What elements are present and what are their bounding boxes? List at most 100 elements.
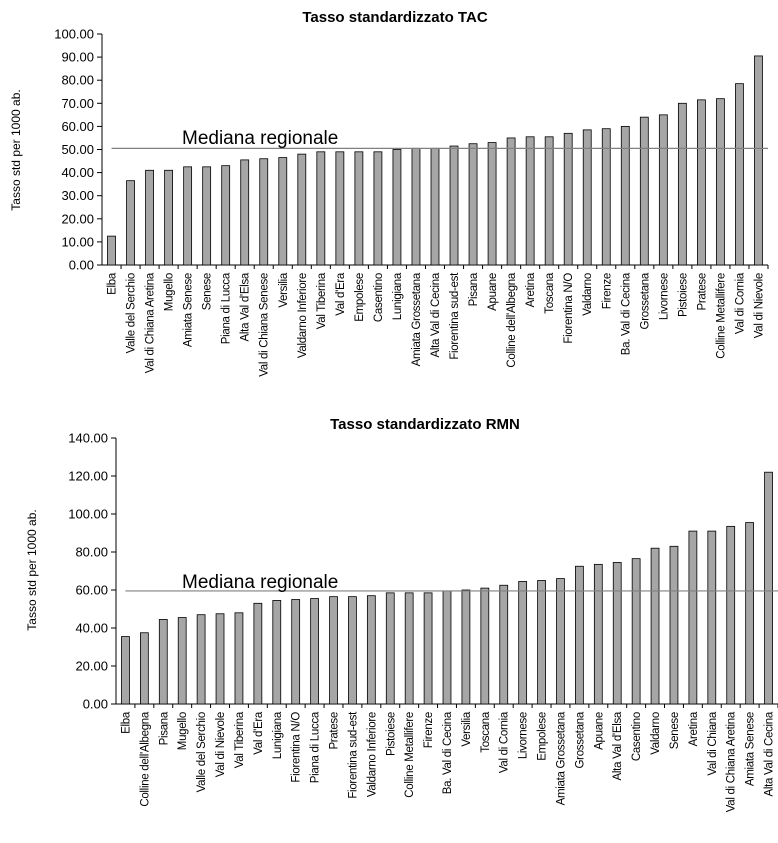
bar [468, 143, 478, 266]
bar [487, 142, 497, 266]
category-label: Piana di Lucca [221, 272, 233, 344]
category-label: Amiata Grossetana [555, 711, 567, 805]
y-tick-label: 60.00 [61, 119, 94, 134]
category-label: Firenze [423, 712, 435, 748]
bar [480, 587, 490, 705]
category-label: Colline dell'Albegna [506, 272, 518, 368]
category-label: Firenze [601, 273, 613, 309]
bar [366, 595, 376, 705]
category-label: Lunigiana [392, 272, 404, 320]
category-label: Fiorentina sud-est [347, 711, 359, 799]
category-label: Pistoiese [677, 273, 689, 317]
bar [404, 592, 414, 705]
bar [735, 83, 744, 266]
bar [745, 522, 755, 705]
category-label: Valdarno [650, 712, 662, 755]
bar [316, 151, 326, 266]
median-label: Mediana regionale [182, 572, 338, 593]
category-label: Lunigiana [272, 711, 284, 759]
category-label: Grossetana [639, 272, 651, 329]
y-axis-label: Tasso std per 1000 ab. [9, 89, 23, 210]
bar [697, 99, 706, 266]
category-label: Val d'Era [335, 272, 347, 316]
category-label: Ba. Val di Cecina [620, 272, 632, 355]
y-tick-label: 40.00 [61, 165, 94, 180]
category-label: Colline Metallifere [404, 712, 416, 798]
bar [639, 116, 649, 266]
bar [158, 619, 168, 705]
bar [575, 565, 584, 705]
category-label: Val Tiberina [234, 711, 246, 768]
bar [537, 580, 546, 705]
category-label: Aretina [688, 711, 700, 746]
bar [499, 584, 509, 705]
bar [145, 169, 154, 266]
bar [754, 55, 763, 266]
category-label: Colline dell'Albegna [139, 711, 151, 807]
category-label: Elba [120, 711, 132, 734]
category-label: Valdarno [582, 273, 594, 316]
category-label: Senese [202, 273, 214, 310]
category-label: Toscana [544, 272, 556, 314]
bar [423, 592, 433, 705]
category-label: Fiorentina N/O [291, 712, 303, 783]
bar [240, 159, 250, 266]
category-label: Val d'Era [253, 711, 265, 755]
chart-title: Tasso standardizzato RMN [330, 416, 520, 433]
category-label: Versilia [461, 711, 473, 747]
category-label: Alta Val d'Elsa [240, 272, 252, 341]
bar [411, 147, 421, 266]
y-tick-label: 140.00 [68, 431, 108, 446]
category-label: Val di Nievole [215, 712, 227, 777]
bar [601, 128, 611, 266]
bar [329, 596, 338, 705]
category-label: Val di Chiana [707, 711, 719, 776]
bar [430, 147, 440, 266]
y-tick-label: 80.00 [61, 73, 94, 88]
bar [688, 530, 698, 705]
bar [139, 632, 149, 705]
y-tick-label: 70.00 [61, 96, 94, 111]
bar [449, 145, 459, 266]
bar [126, 180, 135, 266]
category-label: Mugello [177, 712, 189, 750]
category-label: Val di Chiana Aretina [145, 272, 157, 373]
bar [582, 129, 592, 266]
category-label: Colline Metallifere [715, 273, 727, 359]
category-label: Alta Val di Cecina [430, 272, 442, 357]
category-label: Amiata Grossetana [411, 272, 423, 366]
bar [121, 636, 130, 705]
bar [518, 581, 528, 705]
category-label: Alta Val di Cecina [764, 711, 776, 796]
category-label: Livornese [658, 273, 670, 320]
bar [253, 602, 263, 705]
bar [669, 545, 679, 705]
category-label: Fiorentina sud-est [449, 272, 461, 360]
category-label: Elba [107, 272, 119, 295]
bar [177, 617, 187, 705]
y-tick-label: 0.00 [69, 258, 94, 273]
category-label: Val di Cornia [734, 272, 746, 334]
category-label: Casentino [631, 712, 643, 761]
bar [631, 558, 641, 705]
bar [506, 137, 516, 266]
category-label: Senese [669, 712, 681, 749]
bar [278, 157, 288, 266]
category-label: Livornese [518, 712, 530, 759]
bar [525, 136, 535, 266]
bar [385, 592, 395, 705]
bar [107, 235, 116, 266]
y-tick-label: 40.00 [75, 621, 108, 636]
category-label: Aretina [525, 272, 537, 307]
bar [716, 98, 725, 266]
category-label: Amiata Senese [183, 273, 195, 347]
bar [544, 136, 554, 266]
bar [373, 151, 383, 266]
category-label: Pratese [696, 273, 708, 311]
bar [726, 525, 736, 705]
category-label: Alta Val d'Elsa [612, 711, 624, 780]
category-label: Pisana [158, 711, 170, 745]
bar [461, 589, 471, 705]
category-label: Val Tiberina [316, 272, 328, 329]
chart-title: Tasso standardizzato TAC [302, 9, 487, 26]
